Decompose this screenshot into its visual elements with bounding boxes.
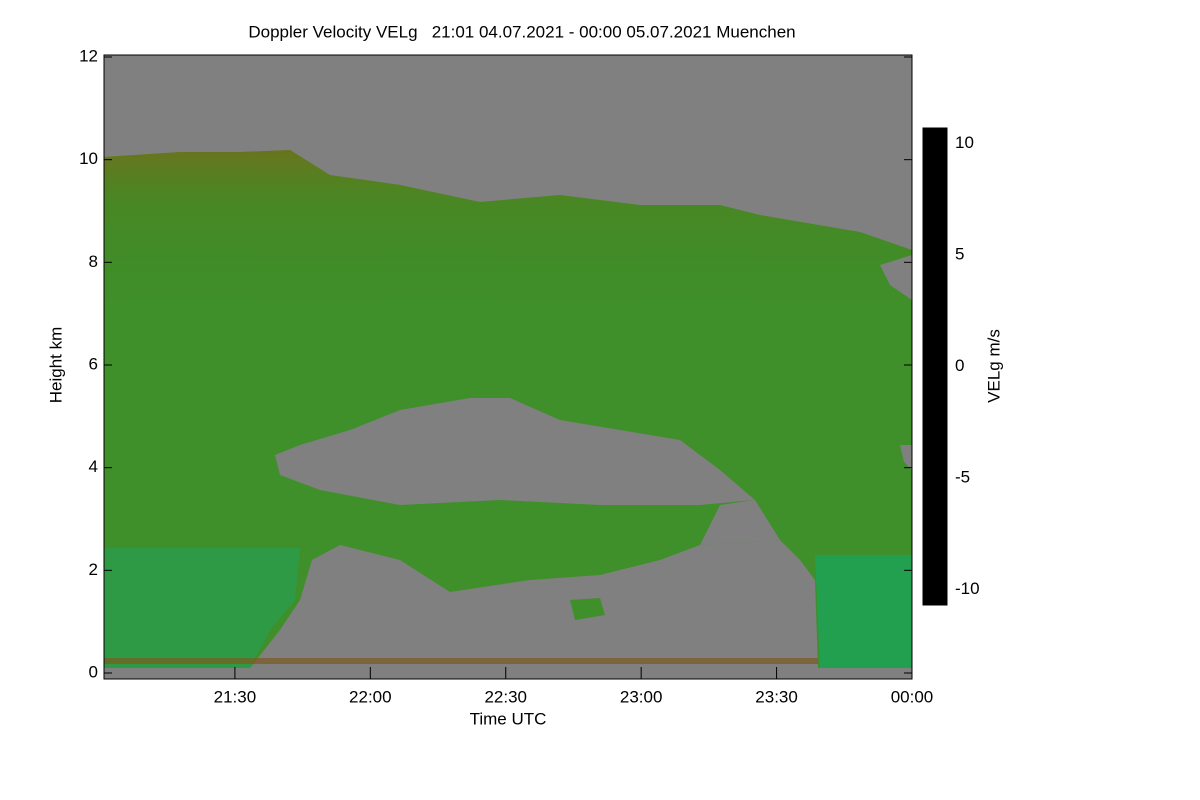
y-tick-label: 10: [79, 149, 98, 168]
x-tick-label: 22:00: [349, 687, 392, 706]
x-tick-label: 21:30: [214, 687, 257, 706]
x-tick-label: 23:00: [620, 687, 663, 706]
colorbar-tick-label: 10: [955, 133, 974, 152]
y-tick-label: 4: [89, 457, 98, 476]
blind-zone: [104, 668, 912, 679]
colorbar-tick-label: 5: [955, 245, 964, 264]
y-tick-label: 2: [89, 560, 98, 579]
low-echo-region: [104, 548, 300, 668]
echo-gap: [880, 255, 912, 300]
y-tick-label: 8: [89, 252, 98, 271]
echo-gap: [275, 398, 755, 505]
x-tick-label: 23:30: [755, 687, 798, 706]
y-tick-label: 12: [79, 46, 98, 65]
y-axis-label: Height km: [46, 327, 65, 404]
low-echo-region: [815, 555, 912, 668]
x-axis-label: Time UTC: [470, 709, 547, 728]
echo-gap: [250, 540, 818, 668]
echo-gap: [700, 500, 780, 545]
x-tick-label: 22:30: [484, 687, 527, 706]
colorbar-tick-label: -5: [955, 467, 970, 486]
velocity-field: [104, 150, 912, 679]
echo-patch: [570, 598, 605, 620]
colorbar-tick-label: 0: [955, 356, 964, 375]
x-tick-label: 00:00: [891, 687, 934, 706]
y-tick-label: 0: [89, 662, 98, 681]
colorbar-label: VELg m/s: [984, 329, 1003, 403]
ground-clutter: [104, 658, 818, 664]
echo-top-shading: [104, 150, 912, 480]
colorbar-tick-label: -10: [955, 579, 980, 598]
echo-gap: [900, 445, 912, 470]
chart-title: Doppler Velocity VELg 21:01 04.07.2021 -…: [248, 22, 795, 41]
plot-frame: [103, 54, 913, 680]
y-tick-label: 6: [89, 354, 98, 373]
